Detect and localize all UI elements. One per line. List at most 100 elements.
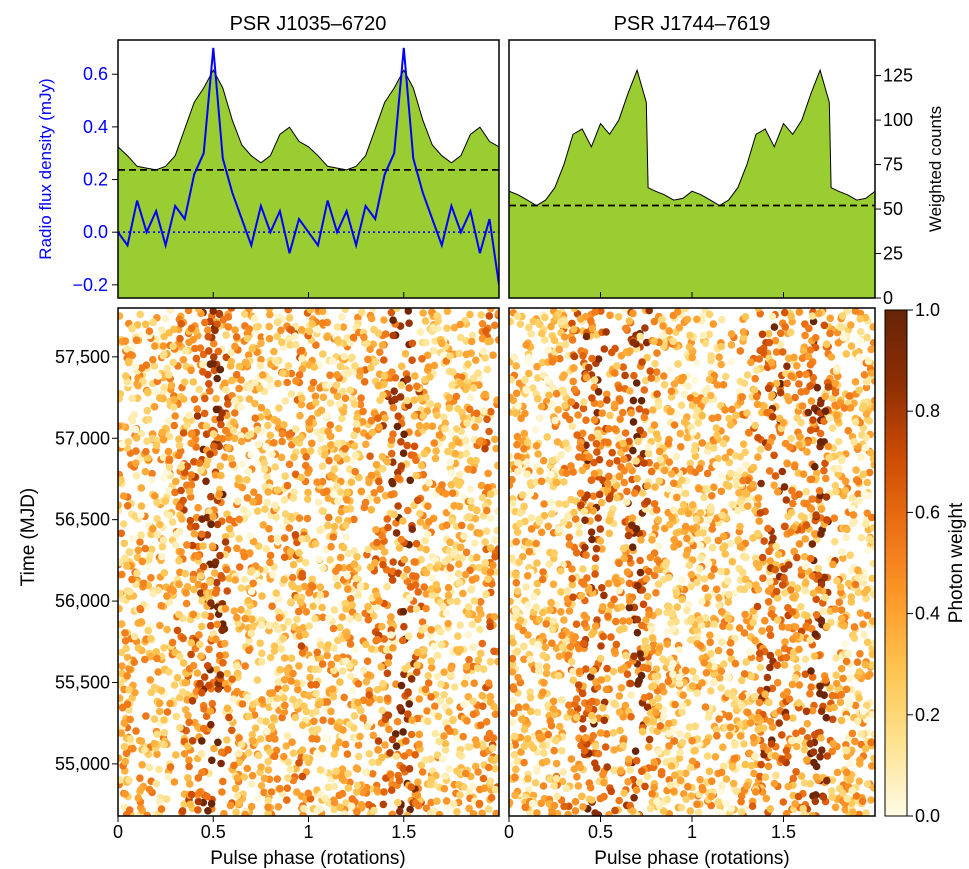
photon-dot [614,313,623,321]
photon-dot [177,548,185,556]
photon-dot [836,698,845,707]
photon-dot [667,619,675,627]
photon-dot [339,543,348,552]
photon-dot [483,415,491,424]
photon-dot [257,763,265,771]
photon-dot [455,470,464,479]
photon-dot [338,775,347,783]
photon-dot [538,632,547,641]
photon-dot [509,798,514,807]
photon-dot [224,746,232,754]
photon-dot [318,507,327,515]
photon-dot [178,807,187,815]
photon-dot [453,735,461,743]
photon-dot [512,765,520,774]
photon-dot [161,314,170,323]
photon-dot [189,661,198,670]
photon-dot [118,694,124,702]
photon-dot [531,425,540,434]
photon-dot [214,685,223,693]
photon-dot [391,374,400,382]
photon-dot [725,414,733,423]
photon-dot [359,714,367,722]
photon-dot [464,610,473,619]
photon-dot [312,398,320,407]
photon-dot [352,451,360,460]
photon-dot [373,538,381,547]
photon-dot [756,663,765,672]
photon-dot [393,422,402,431]
photon-dot [440,413,448,421]
photon-dot [632,786,641,794]
photon-dot [855,777,864,785]
photon-dot [381,414,389,422]
photon-dot [311,392,320,401]
photon-dot [227,348,236,357]
photon-dot [424,671,433,680]
photon-dot [270,752,279,761]
photon-dot [479,774,488,783]
photon-dot [634,515,642,523]
photon-dot [336,553,345,562]
photon-dot [432,580,441,589]
photon-dot [306,673,314,682]
photon-dot [527,525,536,533]
photon-dot [121,790,129,798]
photon-dot [187,366,195,375]
photon-dot [277,645,286,653]
photon-dot [389,331,397,340]
photon-dot [170,778,179,786]
photon-dot [142,712,150,720]
photon-dot [146,652,155,661]
photon-dot [158,542,167,551]
photon-dot [198,689,206,697]
photon-dot [822,713,831,722]
photon-dot [344,549,353,558]
photon-dot [475,437,484,446]
photon-dot [459,589,467,598]
photon-dot [397,681,406,690]
photon-dot [265,734,273,743]
photon-dot [599,632,607,641]
photon-dot [209,430,218,438]
photon-dot [550,746,558,755]
photon-dot [264,803,272,812]
photon-dot [842,533,850,542]
photon-dot [424,679,433,687]
photon-dot [194,797,203,806]
photon-dot [243,329,252,338]
photon-dot [152,648,160,656]
photon-dot [643,353,651,362]
photon-dot [229,426,238,435]
photon-dot [137,531,145,539]
photon-dot [179,496,187,505]
photon-dot [206,621,215,630]
photon-dot [144,627,152,635]
photon-dot [207,720,215,729]
photon-dot [383,669,392,678]
photon-dot [413,661,421,669]
photon-dot [187,439,195,448]
photon-dot [433,411,441,420]
photon-dot [125,548,133,556]
photon-dot [186,493,195,501]
photon-dot [330,782,339,791]
photon-dot [330,644,338,652]
photon-dot [377,663,386,671]
photon-dot [302,707,311,716]
photon-dot [462,548,471,557]
photon-dot [353,553,361,561]
photon-dot [375,423,383,432]
photon-dot [188,697,197,705]
photon-dot [287,598,295,606]
photon-dot [267,535,276,543]
photon-dot [475,799,484,808]
photon-dot [273,775,282,783]
photon-dot [123,672,131,680]
photon-dot [469,374,478,383]
photon-dot [330,805,339,814]
photon-dot [319,564,327,572]
photon-dot [707,687,715,695]
photon-dot [265,334,274,343]
photon-dot [851,378,860,386]
